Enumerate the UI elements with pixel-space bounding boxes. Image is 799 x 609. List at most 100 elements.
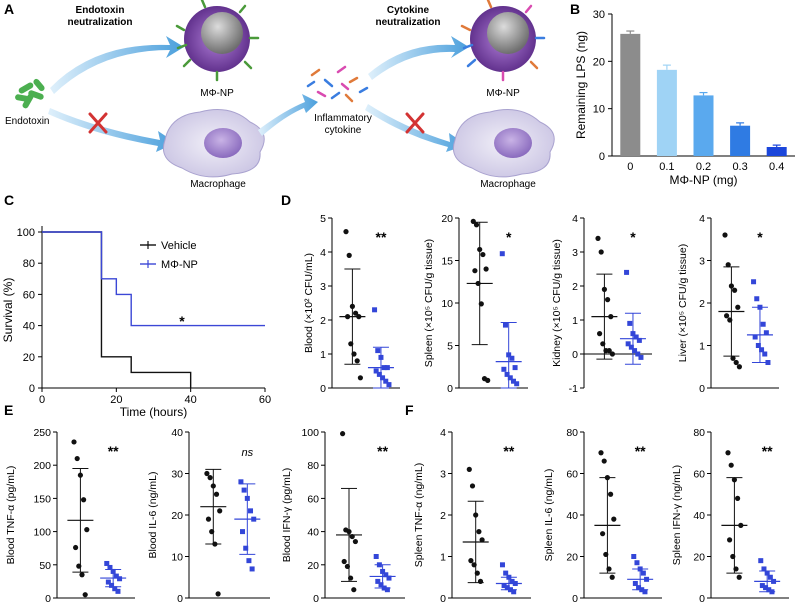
data-point [635, 351, 641, 357]
data-point [213, 491, 220, 497]
data-point [372, 307, 378, 313]
data-point [353, 310, 359, 316]
y-tick-label: 0 [447, 383, 453, 395]
macrophage-label-1: Macrophage [190, 179, 246, 190]
data-point [766, 587, 772, 593]
survival-line-0 [42, 231, 192, 388]
x-tick-label: 0 [627, 161, 633, 173]
y-axis-label: Survival (%) [1, 278, 15, 343]
legend-label: MΦ-NP [161, 259, 198, 271]
data-point [468, 558, 474, 564]
data-point [243, 545, 249, 551]
data-point [598, 450, 604, 456]
data-point [115, 588, 121, 594]
data-point [104, 560, 110, 566]
y-tick-label: 4 [699, 213, 705, 225]
data-point [625, 341, 631, 347]
data-point [105, 579, 111, 585]
data-point [510, 378, 516, 384]
y-tick-label: 4 [440, 427, 446, 439]
panel-c: C 0 20 40 60 80 100 0 20 40 60 Vehicle MΦ-NP * Time (… [1, 192, 271, 419]
data-point [383, 378, 389, 384]
y-tick-label: 3 [440, 469, 446, 481]
data-point [340, 431, 346, 437]
data-point [509, 578, 515, 584]
y-tick-label: 10 [593, 104, 605, 116]
y-tick-label: 20 [566, 552, 578, 564]
data-point [207, 475, 213, 481]
y-tick-label: 200 [33, 460, 51, 472]
y-tick-label: 20 [593, 56, 605, 68]
y-tick-label: 50 [39, 560, 51, 572]
data-point [735, 495, 741, 501]
data-point [642, 589, 648, 595]
significance-marker: ** [108, 443, 119, 459]
y-tick-label: 30 [593, 9, 605, 21]
panel-label-d: D [281, 192, 291, 208]
data-point [736, 574, 742, 580]
y-axis-label: Spleen TNF-α (ng/mL) [413, 463, 425, 568]
panel-f: F 0 1 2 3 4 ** Spleen TNF-α (ng/mL) 0 20 40 60 80 *… [405, 402, 789, 605]
data-point [472, 268, 478, 274]
data-point [380, 375, 386, 381]
significance-marker: ** [376, 229, 387, 245]
arrow-to-mfnp-2 [368, 36, 469, 80]
y-tick-label: 40 [171, 427, 183, 439]
significance-marker: * [506, 229, 512, 245]
chart-d-blood: 0 1 2 3 4 5 ** Blood (×10² CFU/mL) [303, 213, 400, 395]
data-point [113, 573, 119, 579]
data-point [112, 586, 118, 592]
data-point [386, 382, 392, 388]
endotoxin-icon [15, 78, 45, 109]
y-tick-label: 0 [320, 383, 326, 395]
data-point [727, 537, 733, 543]
chart-d-liver: 0 1 2 3 4 * Liver (×10⁵ CFU/g tissue) [677, 213, 779, 395]
y-axis-label: Blood TNF-α (pg/mL) [5, 466, 17, 565]
y-tick-label: 80 [307, 460, 319, 472]
data-point [597, 331, 603, 337]
y-tick-label: 10 [441, 298, 453, 310]
x-tick-label: 0.1 [659, 161, 674, 173]
data-point [378, 582, 384, 588]
y-axis-label: Spleen IFN-γ (ng/mL) [671, 465, 683, 565]
bar [730, 125, 751, 156]
y-tick-label: 40 [23, 321, 35, 333]
y-tick-label: 2 [572, 281, 578, 293]
data-point [241, 487, 247, 493]
data-point [503, 570, 509, 576]
y-axis-label: Blood (×10² CFU/mL) [303, 253, 315, 353]
data-point [754, 296, 760, 302]
y-axis-label: Blood IL-6 (ng/mL) [147, 472, 159, 559]
panel-label-e: E [4, 402, 13, 418]
data-point [759, 347, 765, 353]
y-tick-label: 0 [177, 593, 183, 605]
data-point [638, 354, 644, 360]
data-point [386, 575, 392, 581]
data-point [79, 572, 85, 578]
data-point [725, 450, 731, 456]
x-tick-label: 20 [110, 394, 122, 406]
data-point [755, 343, 761, 348]
y-tick-label: 80 [693, 427, 705, 439]
y-tick-label: 0 [599, 151, 605, 163]
y-tick-label: 4 [320, 247, 326, 259]
data-point [373, 368, 379, 374]
data-point [735, 304, 741, 310]
significance-marker: ** [635, 443, 646, 459]
data-point [751, 279, 757, 285]
arrow-to-cytokine [258, 94, 318, 136]
data-point [636, 585, 642, 591]
data-point [346, 252, 352, 258]
data-point [354, 358, 360, 364]
data-point [499, 562, 505, 568]
panel-label-c: C [4, 192, 14, 208]
y-tick-label: 2 [699, 298, 705, 310]
block-cross-icon [88, 112, 108, 134]
bar [766, 147, 787, 156]
data-point [605, 297, 611, 303]
y-axis-label: Blood IFN-γ (pg/mL) [281, 468, 293, 563]
panel-a: A Endotoxin Endotoxin neutralization [4, 0, 555, 190]
data-point [760, 321, 766, 327]
